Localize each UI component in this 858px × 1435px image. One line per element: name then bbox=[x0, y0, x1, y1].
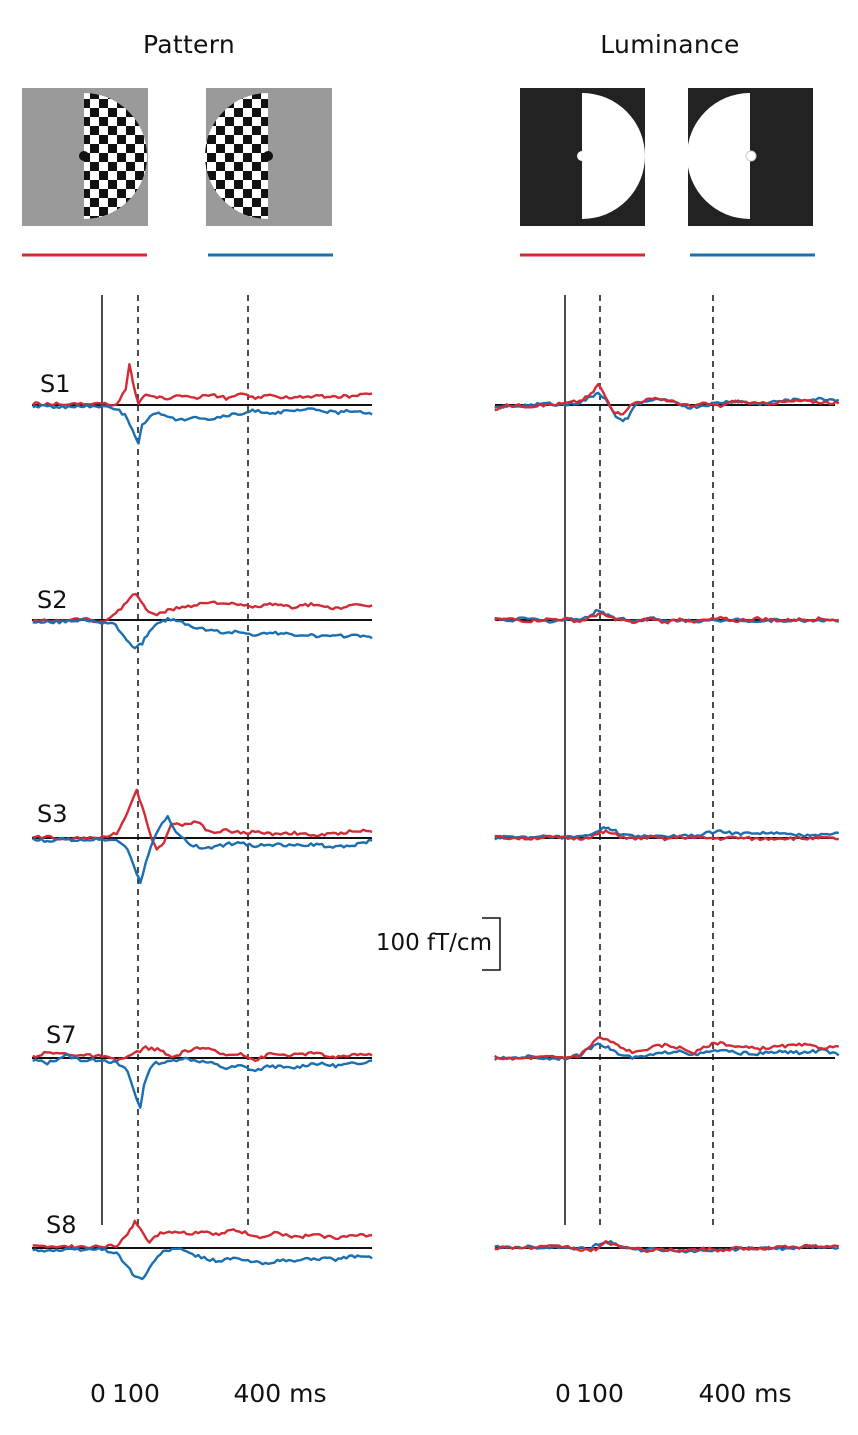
trace-pattern-s1-blue bbox=[32, 403, 373, 445]
scale-bar-label: 100 fT/cm bbox=[376, 930, 492, 956]
row-s2: S2 bbox=[32, 586, 839, 650]
subject-label: S1 bbox=[40, 370, 71, 398]
trace-luminance-s1-blue bbox=[494, 391, 840, 423]
trace-pattern-s8-red bbox=[32, 1219, 373, 1250]
tick-label-400: 400 ms bbox=[233, 1379, 326, 1408]
row-s1: S1 bbox=[31, 363, 840, 445]
row-s3: S3 bbox=[32, 788, 839, 885]
stimulus-luminance-left bbox=[520, 88, 645, 226]
subject-label: S8 bbox=[46, 1211, 77, 1239]
stimulus-pattern-left bbox=[22, 88, 148, 226]
trace-luminance-s7-blue bbox=[493, 1042, 840, 1061]
trace-pattern-s2-blue bbox=[32, 616, 373, 650]
tick-label-100: 100 bbox=[576, 1379, 624, 1408]
trace-luminance-s8-red bbox=[494, 1240, 840, 1254]
trace-luminance-s2-blue bbox=[494, 609, 839, 624]
checkerboard-half-disc bbox=[84, 93, 147, 219]
tick-label-100: 100 bbox=[112, 1379, 160, 1408]
tick-label-400: 400 ms bbox=[698, 1379, 791, 1408]
fixation-dot bbox=[79, 151, 89, 161]
white-half-disc bbox=[687, 93, 750, 219]
stimulus-pattern-right bbox=[205, 88, 332, 226]
panel-title-luminance: Luminance bbox=[600, 30, 740, 59]
scale-bar: 100 fT/cm bbox=[376, 917, 501, 971]
trace-luminance-s7-red bbox=[493, 1036, 839, 1061]
trace-pattern-s3-red bbox=[32, 788, 373, 851]
x-tick-labels-pattern: 0 100 400 ms bbox=[90, 1379, 326, 1408]
subject-label: S2 bbox=[37, 586, 68, 614]
trace-luminance-s3-red bbox=[494, 829, 839, 842]
row-s8: S8 bbox=[32, 1211, 840, 1281]
row-s7: S7 bbox=[32, 1021, 840, 1109]
subject-label: S3 bbox=[37, 800, 68, 828]
trace-pattern-s2-red bbox=[32, 592, 373, 624]
trace-luminance-s2-red bbox=[494, 612, 839, 625]
x-tick-labels-luminance: 0 100 400 ms bbox=[555, 1379, 791, 1408]
panel-title-pattern: Pattern bbox=[142, 30, 236, 59]
trace-pattern-s7-red bbox=[32, 1045, 373, 1063]
white-half-disc bbox=[582, 93, 645, 219]
checkerboard-half-disc bbox=[205, 93, 268, 219]
trace-pattern-s1-red bbox=[31, 363, 373, 407]
trace-pattern-s3-blue bbox=[32, 814, 373, 885]
scale-bar-bracket bbox=[482, 917, 501, 971]
trace-pattern-s8-blue bbox=[32, 1246, 373, 1281]
trace-luminance-s1-red bbox=[494, 383, 840, 416]
fixation-dot bbox=[577, 151, 587, 161]
fixation-dot bbox=[263, 151, 273, 161]
fixation-dot bbox=[745, 150, 757, 162]
trace-pattern-s7-blue bbox=[32, 1053, 373, 1109]
subject-label: S7 bbox=[46, 1021, 77, 1049]
tick-label-0: 0 bbox=[555, 1379, 571, 1408]
tick-label-0: 0 bbox=[90, 1379, 106, 1408]
stimulus-luminance-right bbox=[687, 88, 813, 226]
